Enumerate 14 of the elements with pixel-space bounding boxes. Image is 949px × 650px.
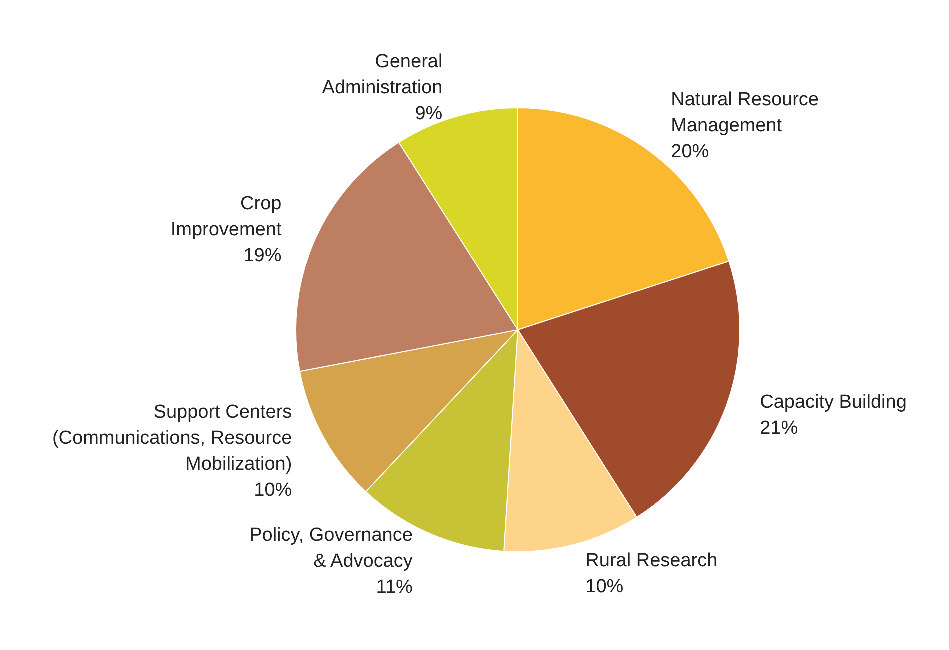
data-label: 10%	[254, 480, 292, 501]
slice-label: General Administration	[322, 52, 443, 99]
slice-label: Natural Resource Management	[671, 90, 819, 137]
data-label: 11%	[376, 576, 414, 598]
slice-label: Capacity Building	[760, 392, 907, 413]
data-label: 19%	[244, 245, 282, 266]
slice-label: Crop Improvement	[170, 193, 282, 240]
data-label: 10%	[586, 576, 624, 598]
data-label: 21%	[760, 418, 798, 439]
slice-label: Rural Research	[586, 550, 718, 572]
data-label: 20%	[671, 142, 710, 163]
data-label: 9%	[415, 104, 443, 125]
slice-label: Support Centers (Communications, Resource Mobilization)	[52, 402, 292, 475]
slice-label: Policy, Governance & Advocacy	[250, 524, 414, 572]
